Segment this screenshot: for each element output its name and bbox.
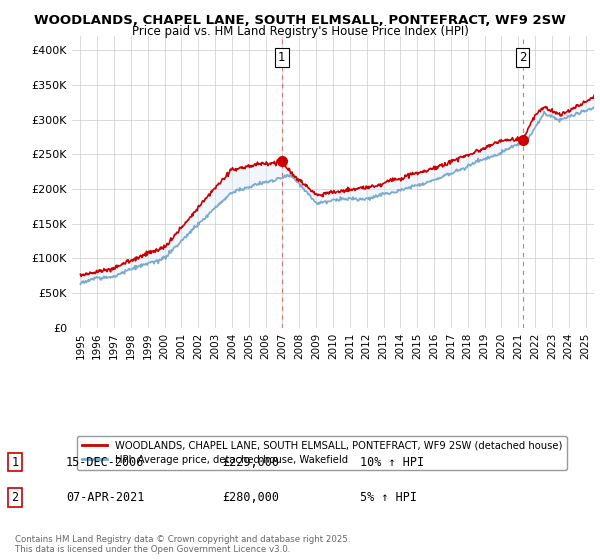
Legend: WOODLANDS, CHAPEL LANE, SOUTH ELMSALL, PONTEFRACT, WF9 2SW (detached house), HPI: WOODLANDS, CHAPEL LANE, SOUTH ELMSALL, P…	[77, 436, 568, 470]
Text: 2: 2	[519, 51, 527, 64]
Text: 07-APR-2021: 07-APR-2021	[66, 491, 145, 504]
Text: £229,000: £229,000	[222, 455, 279, 469]
Text: 15-DEC-2006: 15-DEC-2006	[66, 455, 145, 469]
Text: 10% ↑ HPI: 10% ↑ HPI	[360, 455, 424, 469]
Text: 2: 2	[11, 491, 19, 504]
Text: 1: 1	[278, 51, 286, 64]
Text: Price paid vs. HM Land Registry's House Price Index (HPI): Price paid vs. HM Land Registry's House …	[131, 25, 469, 38]
Text: WOODLANDS, CHAPEL LANE, SOUTH ELMSALL, PONTEFRACT, WF9 2SW: WOODLANDS, CHAPEL LANE, SOUTH ELMSALL, P…	[34, 14, 566, 27]
Text: £280,000: £280,000	[222, 491, 279, 504]
Text: 1: 1	[11, 455, 19, 469]
Text: Contains HM Land Registry data © Crown copyright and database right 2025.
This d: Contains HM Land Registry data © Crown c…	[15, 535, 350, 554]
Text: 5% ↑ HPI: 5% ↑ HPI	[360, 491, 417, 504]
